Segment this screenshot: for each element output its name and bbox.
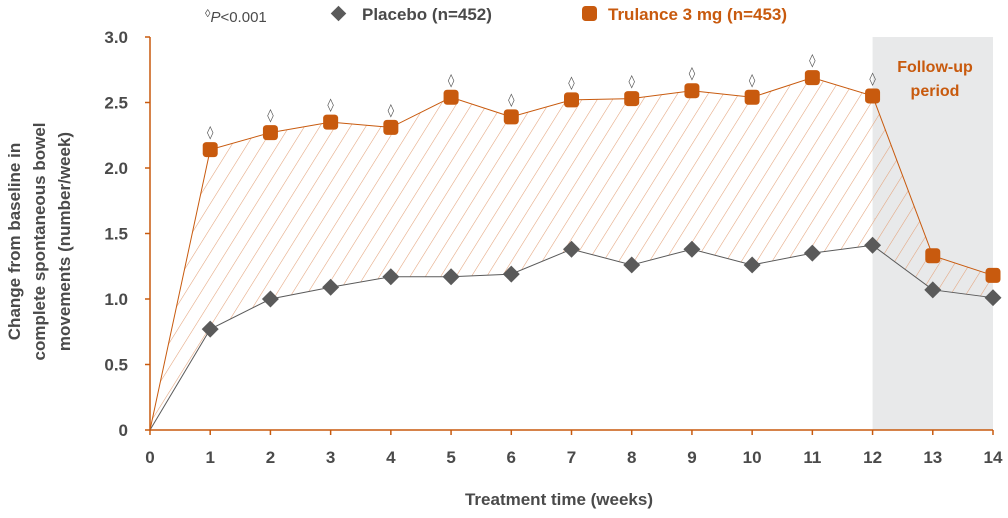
x-tick-label: 1 — [205, 448, 214, 467]
trulance-point — [323, 114, 339, 130]
y-tick-label: 2.5 — [104, 94, 128, 113]
x-tick-label: 5 — [446, 448, 455, 467]
trulance-point — [925, 248, 941, 264]
x-tick-label: 8 — [627, 448, 636, 467]
x-tick-label: 2 — [266, 448, 275, 467]
x-tick-label: 10 — [743, 448, 762, 467]
y-tick-label: 1.5 — [104, 225, 128, 244]
significance-marker: ◊ — [267, 109, 274, 124]
y-axis-title-line2: complete spontaneous bowel — [30, 122, 49, 360]
y-tick-label: 0 — [119, 421, 128, 440]
placebo-point — [623, 256, 641, 274]
placebo-point — [683, 240, 701, 258]
trulance-point — [624, 91, 640, 107]
x-tick-label: 6 — [507, 448, 516, 467]
placebo-point — [322, 278, 340, 296]
trulance-point — [383, 119, 399, 135]
trulance-point — [804, 70, 820, 86]
placebo-point — [382, 268, 400, 286]
trulance-point — [262, 125, 278, 141]
trulance-point — [443, 89, 459, 105]
rounded-square-icon — [582, 6, 597, 21]
significance-marker: ◊ — [207, 126, 214, 141]
placebo-point — [261, 290, 279, 308]
markers — [201, 70, 1002, 338]
x-tick-label: 12 — [863, 448, 882, 467]
placebo-point — [803, 244, 821, 262]
trulance-point — [503, 109, 519, 125]
significance-marker: ◊ — [327, 98, 334, 113]
placebo-point — [442, 268, 460, 286]
trulance-point — [865, 88, 881, 104]
significance-value: <0.001 — [220, 9, 266, 26]
significance-marker: ◊ — [388, 103, 395, 118]
y-tick-label: 2.0 — [104, 159, 128, 178]
y-axis-title-2: complete spontaneous bowel — [30, 122, 49, 360]
significance-note: ◊P<0.001 — [205, 8, 267, 26]
trulance-point — [202, 142, 218, 158]
significance-marker: ◊ — [568, 76, 575, 91]
trulance-point — [684, 83, 700, 99]
significance-marker: ◊ — [628, 75, 635, 90]
diamond-icon — [330, 5, 347, 22]
significance-marker: ◊ — [749, 73, 756, 88]
significance-marker: ◊ — [448, 73, 455, 88]
trulance-point — [985, 267, 1001, 283]
x-tick-label: 4 — [386, 448, 396, 467]
trulance-point — [564, 92, 579, 108]
followup-label-line2: period — [911, 83, 960, 100]
x-tick-label: 3 — [326, 448, 335, 467]
significance-marker: ◊ — [508, 93, 515, 108]
x-tick-label: 13 — [923, 448, 942, 467]
significance-marker: ◊ — [869, 72, 876, 87]
legend-trulance-label: Trulance 3 mg (n=453) — [608, 5, 787, 24]
placebo-point — [743, 256, 761, 274]
y-tick-label: 0.5 — [104, 356, 128, 375]
significance-p: P — [210, 9, 220, 26]
significance-marker: ◊ — [205, 8, 211, 20]
placebo-point — [924, 281, 942, 299]
trulance-point — [744, 89, 760, 105]
x-tick-label: 11 — [803, 448, 821, 467]
placebo-point — [864, 236, 882, 254]
followup-label-line1: Follow-up — [897, 59, 973, 76]
significance-marker: ◊ — [689, 67, 696, 82]
axes: 00.51.01.52.02.53.00 1 2 3 4 5 6 7 8 9 10 11 12 13 14 — [104, 28, 1003, 467]
y-axis-title-3: movements (number/week) — [55, 132, 74, 351]
x-tick-label: 0 — [145, 448, 154, 467]
legend: ◊P<0.001 Placebo (n=452) Trulance 3 mg (… — [205, 5, 787, 26]
placebo-point — [563, 240, 580, 258]
legend-placebo-label: Placebo (n=452) — [362, 5, 492, 24]
y-axis-title-line1: Change from baseline in — [5, 143, 24, 340]
significance-markers: ◊ ◊ ◊ ◊ ◊ ◊ ◊ ◊ ◊ ◊ ◊ ◊ — [207, 54, 876, 141]
y-axis-title: Change from baseline in — [5, 143, 24, 340]
y-axis-title-line3: movements (number/week) — [55, 132, 74, 351]
y-tick-label: 3.0 — [104, 28, 128, 47]
significance-marker: ◊ — [809, 54, 816, 69]
x-tick-label: 9 — [687, 448, 696, 467]
x-axis-title: Treatment time (weeks) — [465, 490, 653, 509]
placebo-point — [984, 289, 1002, 307]
placebo-point — [201, 320, 219, 338]
x-tick-label: 14 — [984, 448, 1003, 467]
treatment-difference-area — [150, 77, 993, 431]
y-tick-label: 1.0 — [104, 290, 128, 309]
x-tick-label: 7 — [567, 448, 576, 467]
placebo-point — [502, 265, 520, 283]
